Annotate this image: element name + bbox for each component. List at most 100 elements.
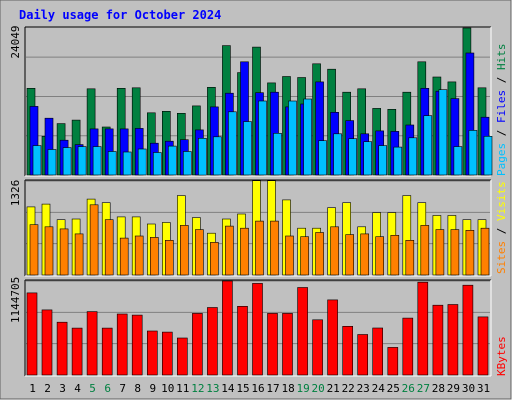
kbytes-kbytes-bar xyxy=(312,319,323,376)
hits-files-pages-pages-bar xyxy=(243,121,252,176)
kbytes-kbytes-bar xyxy=(372,327,384,376)
kbytes-kbytes-bar xyxy=(297,287,308,376)
visits-sites-sites-bar xyxy=(59,228,69,276)
x-tick-label: 9 xyxy=(149,382,156,395)
x-tick-label: 22 xyxy=(342,382,355,395)
visits-sites-sites-bar xyxy=(315,232,324,276)
kbytes-kbytes-bar xyxy=(417,281,429,376)
visits-sites-sites-bar xyxy=(89,204,99,276)
kbytes-kbytes-bar xyxy=(222,280,233,376)
visits-sites-sites-bar xyxy=(480,227,490,276)
kbytes-kbytes-bar xyxy=(462,284,474,376)
x-tick-label: 17 xyxy=(266,382,279,395)
visits-sites-sites-bar xyxy=(255,220,264,276)
visits-sites-y-tick-label: 1326 xyxy=(9,180,22,207)
visits-sites-sites-bar xyxy=(345,234,355,276)
kbytes-kbytes-bar xyxy=(387,347,399,376)
visits-sites-sites-bar xyxy=(119,237,129,276)
kbytes-kbytes-bar xyxy=(237,305,248,376)
kbytes-kbytes-bar xyxy=(402,317,414,376)
legend-visits: Visits xyxy=(495,181,508,221)
x-tick-label: 5 xyxy=(89,382,96,395)
x-tick-label: 4 xyxy=(74,382,81,395)
legend-files: Files xyxy=(495,90,508,123)
hits-files-pages-pages-bar xyxy=(168,145,177,176)
x-tick-label: 6 xyxy=(104,382,111,395)
hits-files-pages-pages-bar xyxy=(288,100,297,176)
x-tick-label: 27 xyxy=(417,382,430,395)
kbytes-panel: 1144705 xyxy=(9,277,492,377)
x-tick-label: 13 xyxy=(206,382,219,395)
hits-files-pages-pages-bar xyxy=(228,111,237,176)
x-tick-label: 18 xyxy=(281,382,294,395)
legend-separator: / xyxy=(495,70,508,90)
x-tick-label: 25 xyxy=(387,382,400,395)
x-tick-label: 21 xyxy=(327,382,340,395)
legend-sites: Sites xyxy=(495,241,508,274)
visits-sites-sites-bar xyxy=(270,220,279,276)
visits-sites-sites-bar xyxy=(29,224,39,276)
legend-kbytes: KBytes xyxy=(495,336,508,376)
x-tick-label: 30 xyxy=(462,382,475,395)
kbytes-kbytes-bar xyxy=(207,307,218,376)
visits-sites-sites-bar xyxy=(180,225,189,276)
x-tick-label: 10 xyxy=(161,382,174,395)
legend-hits: Hits xyxy=(495,44,508,71)
hits-files-pages-panel: 24049 xyxy=(9,25,493,177)
legend-group: KBytes xyxy=(495,336,508,376)
hits-files-pages-pages-bar xyxy=(153,152,162,176)
visits-sites-sites-bar xyxy=(330,226,339,276)
visits-sites-sites-bar xyxy=(375,236,385,276)
kbytes-kbytes-bar xyxy=(282,313,293,376)
visits-sites-sites-bar xyxy=(465,230,475,276)
visits-sites-sites-bar xyxy=(435,229,445,276)
x-tick-label: 12 xyxy=(191,382,204,395)
kbytes-kbytes-bar xyxy=(101,327,113,376)
x-tick-label: 28 xyxy=(432,382,445,395)
hits-files-pages-pages-bar xyxy=(62,147,72,176)
visits-sites-sites-bar xyxy=(225,225,234,276)
visits-sites-sites-bar xyxy=(240,227,249,276)
x-tick-label: 23 xyxy=(357,382,370,395)
visits-sites-sites-bar xyxy=(300,236,309,276)
visits-sites-sites-bar xyxy=(104,219,114,276)
kbytes-kbytes-bar xyxy=(116,313,128,376)
hits-files-pages-pages-bar xyxy=(77,146,87,176)
hits-files-pages-pages-bar xyxy=(137,148,147,176)
kbytes-kbytes-bar xyxy=(26,292,38,376)
x-tick-label: 8 xyxy=(134,382,141,395)
visits-sites-sites-bar xyxy=(74,233,84,276)
kbytes-kbytes-bar xyxy=(477,316,489,376)
kbytes-kbytes-bar xyxy=(432,304,444,376)
kbytes-kbytes-bar xyxy=(56,321,68,376)
kbytes-kbytes-bar xyxy=(192,313,203,376)
hits-files-pages-pages-bar xyxy=(483,136,493,176)
hits-files-pages-pages-bar xyxy=(348,138,358,176)
hits-files-pages-y-tick-label: 24049 xyxy=(9,25,22,58)
visits-sites-sites-bar xyxy=(44,226,54,276)
visits-sites-sites-bar xyxy=(134,235,144,276)
x-tick-label: 31 xyxy=(477,382,490,395)
legend-group: Sites / Visits xyxy=(495,181,508,274)
kbytes-kbytes-bar xyxy=(147,330,158,376)
chart-title: Daily usage for October 2024 xyxy=(19,8,221,22)
hits-files-pages-pages-bar xyxy=(468,130,478,176)
visits-sites-sites-bar xyxy=(420,225,430,276)
visits-sites-panel: 1326 xyxy=(9,179,492,277)
hits-files-pages-pages-bar xyxy=(408,137,418,176)
x-tick-label: 20 xyxy=(311,382,324,395)
kbytes-kbytes-bar xyxy=(177,337,188,376)
hits-files-pages-pages-bar xyxy=(183,151,192,176)
visits-sites-sites-bar xyxy=(405,240,415,276)
visits-sites-sites-bar xyxy=(165,240,174,276)
hits-files-pages-pages-bar xyxy=(47,149,57,176)
legend-separator: / xyxy=(495,221,508,241)
x-tick-label: 15 xyxy=(236,382,249,395)
hits-files-pages-pages-bar xyxy=(258,100,267,176)
kbytes-kbytes-bar xyxy=(357,334,369,376)
visits-sites-sites-bar xyxy=(210,242,219,276)
hits-files-pages-pages-bar xyxy=(378,145,388,176)
x-axis: 1 2 3 4 5 6 7 8 9 10 11 12 13 14 15 16 17 18 19 20 21 22 23 24 2… xyxy=(29,382,490,395)
visits-sites-sites-bar xyxy=(390,235,400,276)
